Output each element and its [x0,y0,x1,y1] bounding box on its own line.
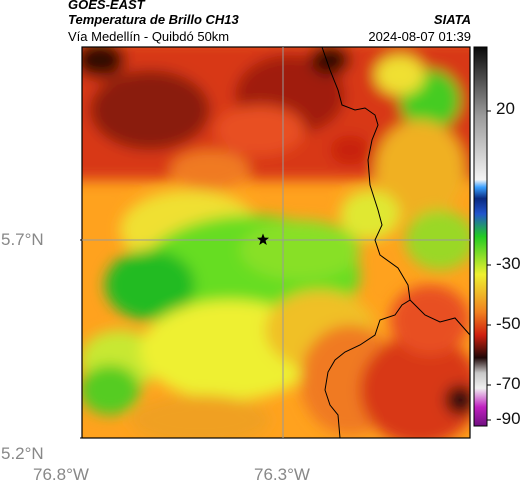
department-border-line [321,46,411,439]
colorbar-tick-label: -50 [496,314,521,333]
colorbar-tick-label: 20 [496,99,515,118]
timestamp-label: 2024-08-07 01:39 [368,29,471,44]
colorbar [473,46,488,427]
colorbar-tick-label: -90 [496,409,521,428]
brightness-temperature-field [82,47,470,438]
department-border-line [409,299,471,336]
organization-label: SIATA [433,12,471,27]
product-title: Temperatura de Brillo CH13 [68,12,239,27]
satellite-title: GOES-EAST [68,0,145,12]
lat-tick-label: 5.7°N [1,230,44,249]
star-icon [257,233,269,245]
colorbar-tick-label: -30 [496,254,521,273]
route-label: Vía Medellín - Quibdó 50km [68,29,230,44]
colorbar-tick-label: -70 [496,374,521,393]
lon-tick-label: 76.8°W [33,465,89,484]
lon-tick-label: 76.3°W [254,465,310,484]
lat-tick-label: 5.2°N [1,444,44,463]
map-frame [81,46,471,439]
